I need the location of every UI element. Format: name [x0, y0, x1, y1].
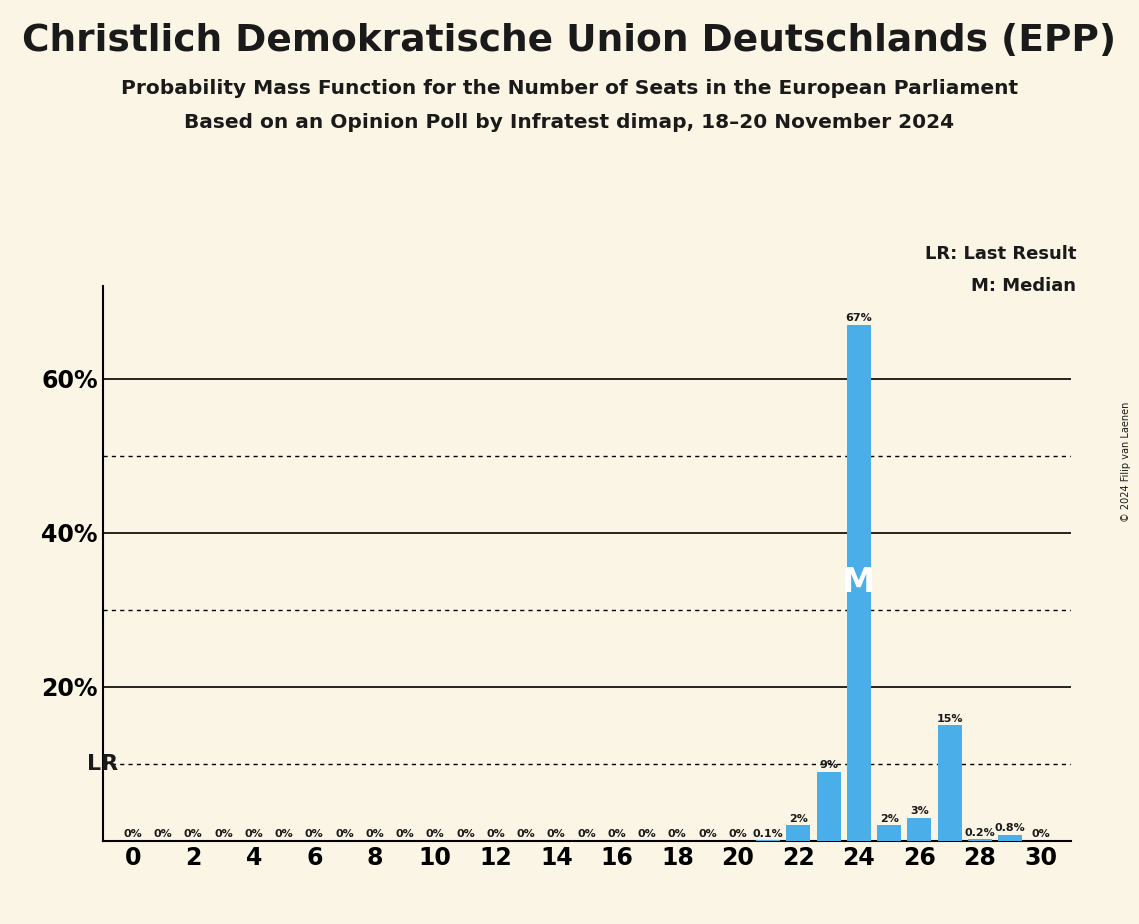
Text: 0%: 0%	[245, 829, 263, 839]
Text: 2%: 2%	[879, 814, 899, 824]
Text: M: M	[842, 566, 876, 600]
Text: 0%: 0%	[305, 829, 323, 839]
Text: 9%: 9%	[819, 760, 838, 770]
Text: 0%: 0%	[698, 829, 716, 839]
Text: 0%: 0%	[638, 829, 656, 839]
Bar	[846, 325, 871, 841]
Text: 0%: 0%	[667, 829, 687, 839]
Text: Christlich Demokratische Union Deutschlands (EPP): Christlich Demokratische Union Deutschla…	[23, 23, 1116, 59]
Bar	[877, 825, 901, 841]
Text: 0%: 0%	[214, 829, 232, 839]
Text: 0%: 0%	[426, 829, 444, 839]
Bar	[937, 725, 961, 841]
Text: 0%: 0%	[547, 829, 566, 839]
Text: © 2024 Filip van Laenen: © 2024 Filip van Laenen	[1121, 402, 1131, 522]
Text: LR: Last Result: LR: Last Result	[925, 245, 1076, 262]
Text: 2%: 2%	[789, 814, 808, 824]
Bar	[968, 839, 992, 841]
Bar	[786, 825, 811, 841]
Text: 0%: 0%	[395, 829, 415, 839]
Text: 0%: 0%	[517, 829, 535, 839]
Text: 0%: 0%	[274, 829, 294, 839]
Text: 0%: 0%	[729, 829, 747, 839]
Text: 3%: 3%	[910, 807, 928, 816]
Text: 0.8%: 0.8%	[994, 823, 1025, 833]
Text: 0%: 0%	[486, 829, 506, 839]
Text: 0%: 0%	[577, 829, 596, 839]
Text: 0%: 0%	[607, 829, 626, 839]
Bar	[998, 834, 1023, 841]
Text: Probability Mass Function for the Number of Seats in the European Parliament: Probability Mass Function for the Number…	[121, 79, 1018, 98]
Text: 67%: 67%	[845, 313, 872, 323]
Text: 15%: 15%	[936, 714, 962, 723]
Text: 0%: 0%	[123, 829, 142, 839]
Text: 0.2%: 0.2%	[965, 828, 995, 838]
Text: 0%: 0%	[154, 829, 172, 839]
Text: Based on an Opinion Poll by Infratest dimap, 18–20 November 2024: Based on an Opinion Poll by Infratest di…	[185, 113, 954, 132]
Text: LR: LR	[87, 754, 117, 773]
Text: 0%: 0%	[457, 829, 475, 839]
Text: 0%: 0%	[335, 829, 354, 839]
Text: 0%: 0%	[183, 829, 203, 839]
Bar	[908, 818, 932, 841]
Text: 0%: 0%	[1031, 829, 1050, 839]
Text: 0.1%: 0.1%	[753, 829, 784, 839]
Text: M: Median: M: Median	[972, 277, 1076, 295]
Bar	[817, 772, 841, 841]
Text: 0%: 0%	[366, 829, 384, 839]
